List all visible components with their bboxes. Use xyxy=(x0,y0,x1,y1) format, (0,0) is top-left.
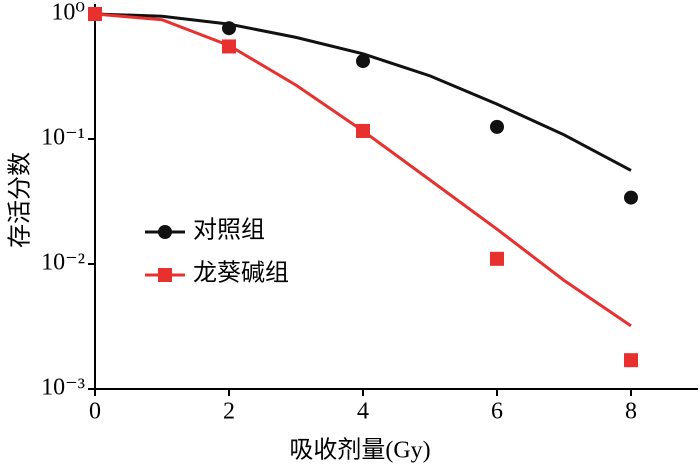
x-tick-label: 4 xyxy=(357,399,369,425)
data-point xyxy=(490,251,504,266)
y-tick-label: 10⁻¹ xyxy=(41,125,85,151)
data-point xyxy=(88,7,102,21)
x-tick-label: 6 xyxy=(491,399,503,425)
x-tick-label: 0 xyxy=(89,399,101,425)
x-tick-label: 8 xyxy=(625,399,637,425)
y-tick-label: 10⁰ xyxy=(51,0,85,26)
y-axis-label: 存活分数 xyxy=(7,152,34,248)
legend-label: 龙葵碱组 xyxy=(193,260,289,287)
data-point xyxy=(624,190,638,205)
fit-line xyxy=(94,12,632,172)
x-axis-label: 吸收剂量(Gy) xyxy=(289,437,430,464)
data-point xyxy=(356,123,370,138)
y-tick-label: 10⁻² xyxy=(41,250,85,276)
data-point xyxy=(490,119,504,134)
data-point xyxy=(222,39,236,54)
data-point xyxy=(222,21,236,36)
legend-label: 对照组 xyxy=(193,217,265,244)
data-point xyxy=(624,353,638,368)
y-tick-label: 10⁻³ xyxy=(41,375,85,401)
legend-marker xyxy=(158,268,172,282)
x-tick-label: 2 xyxy=(223,399,235,425)
legend-marker xyxy=(158,225,172,239)
data-point xyxy=(356,54,370,69)
